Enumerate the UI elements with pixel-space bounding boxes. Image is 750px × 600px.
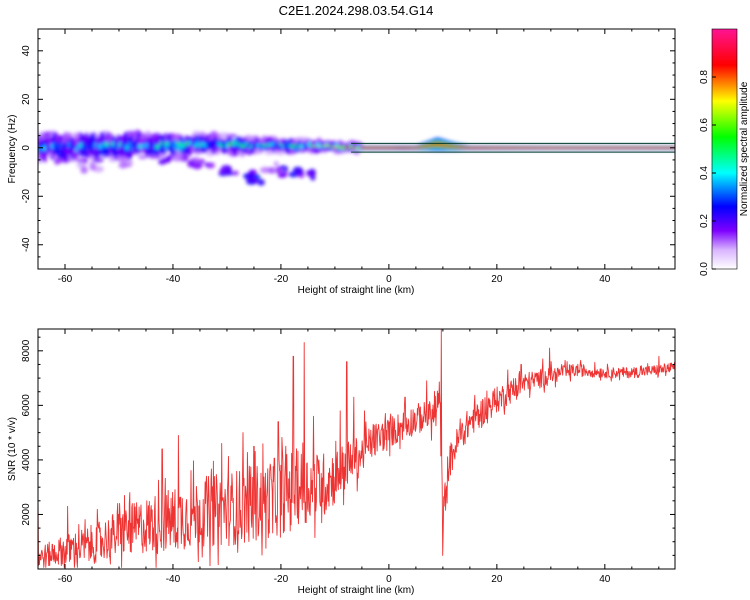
spectrogram-lower-blob <box>118 162 128 169</box>
spectrogram-lower-blob <box>257 179 265 186</box>
colorbar-label: Normalized spectral amplitude <box>739 81 750 216</box>
colorbar-tick-label: 0.2 <box>699 214 710 228</box>
spectrogram-lower-blob <box>80 166 88 174</box>
spectrogram-halo-blob <box>38 159 43 164</box>
spectrogram-ticks: -60 -40 -20 0 20 40 -40 -20 0 20 40 <box>21 29 675 285</box>
snr-ticks: -60 -40 -20 0 20 40 2000 4000 6000 8000 <box>21 329 675 585</box>
snr-series-line <box>38 329 675 568</box>
colorbar-tick-label: 0.4 <box>699 166 710 180</box>
snr-ytick-label: 8000 <box>21 339 32 362</box>
snr-ytick-label: 4000 <box>21 448 32 471</box>
spectrogram-lower-blob <box>294 168 304 176</box>
spectrogram-ytick-label: 0 <box>21 145 32 151</box>
spectrogram-lower-blob <box>232 170 239 176</box>
colorbar-tick-label: 0.8 <box>699 70 710 84</box>
spectrogram-lower-blob <box>205 162 215 169</box>
spectrogram-halo-blob <box>76 157 89 164</box>
snr-ytick-label: 2000 <box>21 503 32 526</box>
spectrogram-xlabel: Height of straight line (km) <box>298 285 415 296</box>
spectrogram-xtick-label: 40 <box>599 274 611 285</box>
spectrogram-lower-blob <box>89 163 97 171</box>
spectrogram-halo-blob <box>138 154 147 160</box>
spectrogram-lower-blob <box>225 171 234 176</box>
spectrogram-lower-blob <box>246 180 257 185</box>
colorbar-frame <box>711 28 738 270</box>
colorbar-ticks: 0.0 0.2 0.4 0.6 0.8 <box>699 28 738 276</box>
snr-xtick-label: -40 <box>166 574 181 585</box>
colorbar: 0.0 0.2 0.4 0.6 0.8 Normalized spectral ampl… <box>699 28 750 276</box>
spectrogram-lower-blob <box>108 157 116 163</box>
spectrogram-lower-blob <box>306 171 315 177</box>
spectrogram-xtick-label: 20 <box>491 274 503 285</box>
snr-xtick-label: 20 <box>491 574 503 585</box>
colorbar-gradient <box>712 29 737 269</box>
spectrogram-xtick-label: 0 <box>386 274 392 285</box>
snr-xtick-label: 0 <box>386 574 392 585</box>
colorbar-tick-label: 0.0 <box>699 262 710 276</box>
spectrogram-blobs <box>38 129 675 186</box>
spectrogram-lower-blob <box>259 166 271 174</box>
snr-ylabel: SNR (10 * v/v) <box>7 417 18 481</box>
snr-frame <box>37 328 676 570</box>
spectrogram-heat-layer <box>38 129 675 186</box>
spectrogram-lower-blob <box>275 166 282 175</box>
spectrogram-ytick-label: -20 <box>21 189 32 204</box>
spectrogram-lower-blob <box>191 161 203 170</box>
spectrogram-lower-blob <box>125 160 134 165</box>
spectrogram-xtick-label: -40 <box>166 274 181 285</box>
snr-xtick-label: 40 <box>599 574 611 585</box>
spectrogram-ytick-label: 20 <box>21 93 32 105</box>
figure-title: C2E1.2024.298.03.54.G14 <box>279 3 434 18</box>
spectrogram-lower-blob <box>273 161 279 167</box>
snr-xtick-label: -60 <box>58 574 73 585</box>
spectrogram-ytick-label: 40 <box>21 45 32 57</box>
spectrogram-halo-blob <box>264 150 273 155</box>
spectrogram-xtick-label: -20 <box>274 274 289 285</box>
colorbar-tick-label: 0.6 <box>699 118 710 132</box>
snr-xlabel: Height of straight line (km) <box>298 585 415 596</box>
spectrogram-lower-blob <box>220 164 232 173</box>
snr-panel: -60 -40 -20 0 20 40 2000 4000 6000 8000 Height of… <box>7 328 676 596</box>
spectrogram-frame <box>37 28 676 270</box>
snr-xtick-label: -20 <box>274 574 289 585</box>
spectrogram-xtick-label: -60 <box>58 274 73 285</box>
spectrogram-ytick-label: -40 <box>21 237 32 252</box>
snr-ytick-label: 6000 <box>21 394 32 417</box>
spectrogram-ylabel: Frequency (Hz) <box>7 115 18 184</box>
spectrogram-lower-blob <box>158 158 167 165</box>
spectrogram-halo-blob <box>229 134 238 138</box>
spectrogram-panel: -60 -40 -20 0 20 40 -40 -20 0 20 40 Height of stra… <box>7 28 676 296</box>
spectrogram-halo-blob <box>71 132 78 140</box>
